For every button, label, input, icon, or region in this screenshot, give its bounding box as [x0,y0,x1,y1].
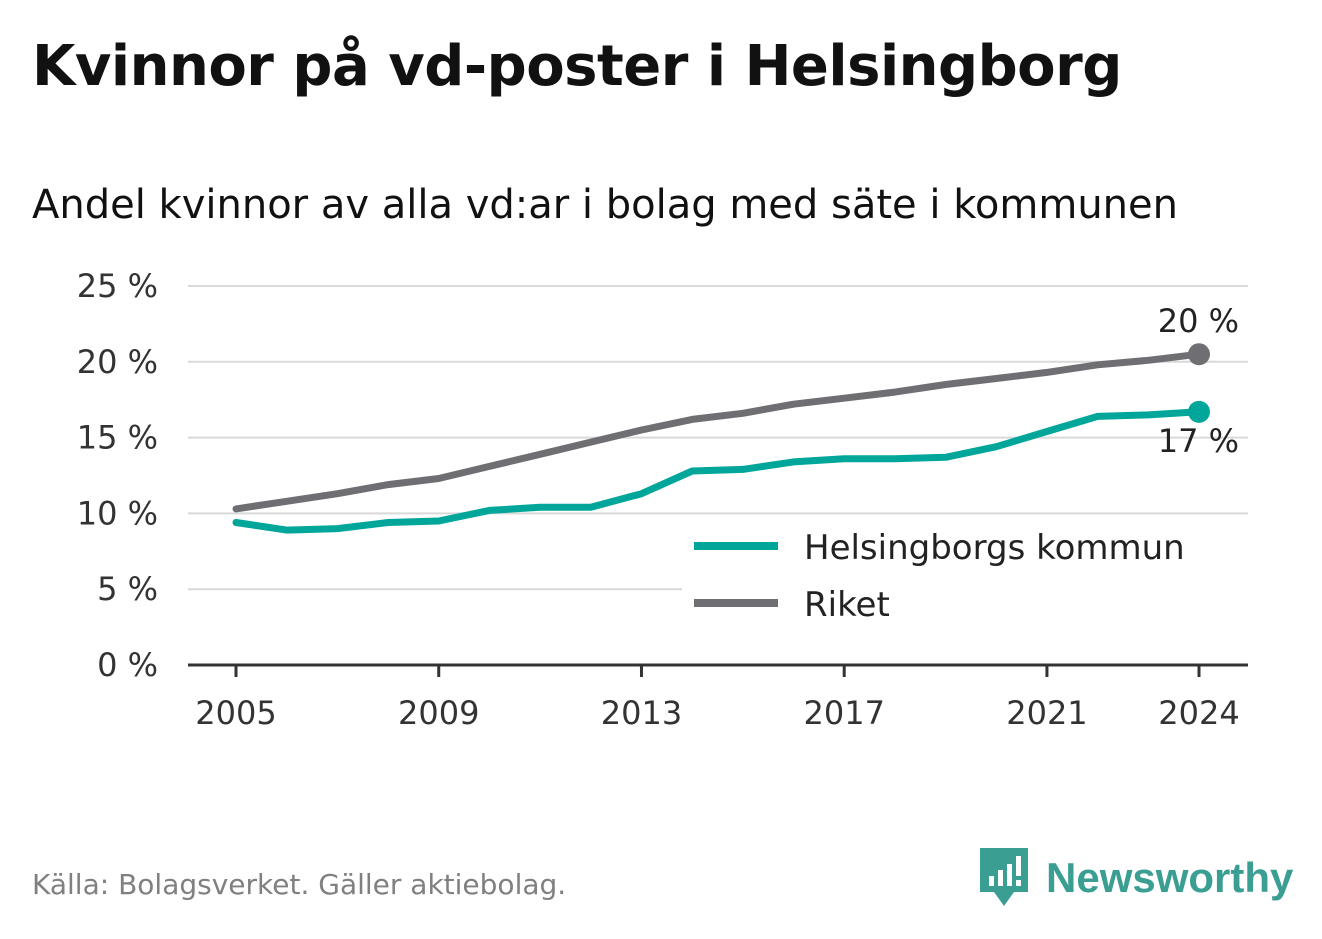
x-tick-label: 2005 [195,694,276,732]
y-tick-label: 10 % [77,494,158,532]
brand-name: Newsworthy [1046,854,1294,901]
end-point-riket [1188,343,1210,366]
brand-logo: Newsworthy [980,848,1293,908]
series-line-riket [232,350,1203,513]
legend-label-riket: Riket [804,585,890,625]
x-tick-label: 2013 [601,694,682,732]
end-point-helsingborg [1188,400,1210,423]
y-tick-label: 20 % [77,343,158,381]
legend: Helsingborgs kommun Riket [682,516,1248,640]
y-tick-label: 15 % [77,419,158,457]
newsworthy-logo-icon [980,848,1028,906]
series-line-helsingborg [232,408,1203,534]
x-tick-label: 2021 [1006,694,1087,732]
x-tick-label: 2017 [803,694,884,732]
legend-background [682,516,1248,640]
x-tick-label: 2024 [1158,694,1239,732]
y-tick-label: 0 % [97,646,158,684]
y-tick-label: 5 % [97,570,158,608]
end-value-label: 20 % [1158,302,1239,340]
end-value-label: 17 % [1158,422,1239,460]
x-tick-label: 2009 [398,694,479,732]
chart-subtitle: Andel kvinnor av alla vd:ar i bolag med … [32,182,1178,228]
chart-title: Kvinnor på vd-poster i Helsingborg [32,34,1122,99]
source-note: Källa: Bolagsverket. Gäller aktiebolag. [32,868,567,901]
y-tick-label: 25 % [77,267,158,305]
series-lines: 20 % 17 % [232,302,1239,534]
axes: 0 % 5 % 10 % 15 % 20 % 25 % 2005 2009 2013 2017 20… [77,267,1248,732]
legend-label-helsingborg: Helsingborgs kommun [804,528,1185,568]
